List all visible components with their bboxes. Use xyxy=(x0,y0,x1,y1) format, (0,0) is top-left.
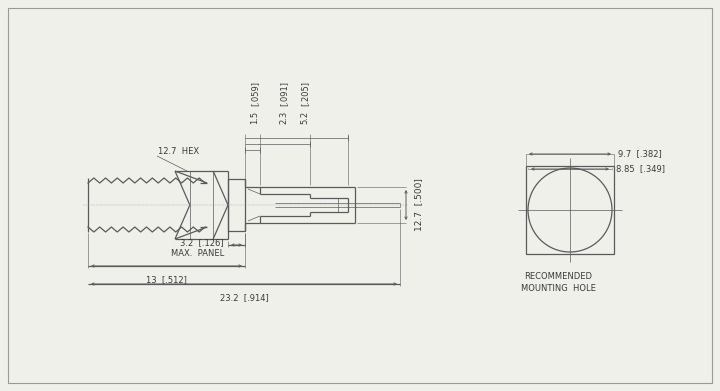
Text: MOUNTING  HOLE: MOUNTING HOLE xyxy=(521,284,595,293)
Text: 12.7  [.500]: 12.7 [.500] xyxy=(414,179,423,231)
Text: 2.3: 2.3 xyxy=(279,111,288,124)
Text: RECOMMENDED: RECOMMENDED xyxy=(524,272,592,281)
Bar xyxy=(526,166,614,254)
Text: 3.2  [.126]: 3.2 [.126] xyxy=(181,239,224,248)
Text: 13  [.512]: 13 [.512] xyxy=(146,275,187,284)
Text: MAX.  PANEL: MAX. PANEL xyxy=(171,249,224,258)
Text: [.205]: [.205] xyxy=(300,81,309,106)
Text: 1.5: 1.5 xyxy=(250,111,259,124)
Text: [.059]: [.059] xyxy=(250,81,259,106)
Text: 23.2  [.914]: 23.2 [.914] xyxy=(220,293,269,302)
Text: [.091]: [.091] xyxy=(279,81,288,106)
Text: 12.7  HEX: 12.7 HEX xyxy=(158,147,199,156)
Text: 5.2: 5.2 xyxy=(300,111,309,124)
Text: 8.85  [.349]: 8.85 [.349] xyxy=(616,165,665,174)
Text: 9.7  [.382]: 9.7 [.382] xyxy=(618,149,662,158)
